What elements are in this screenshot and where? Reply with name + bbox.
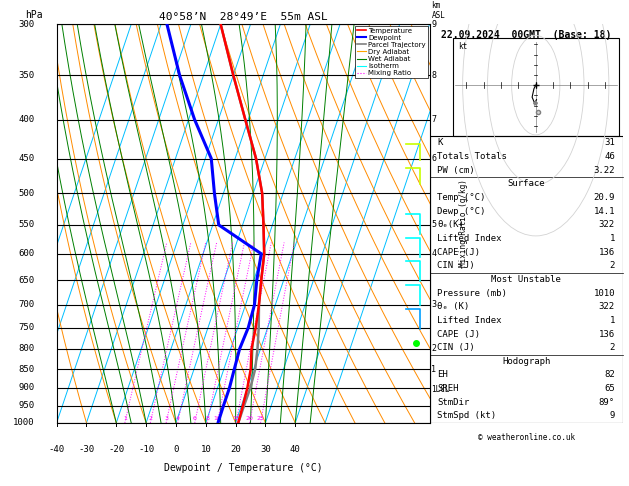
Text: Lifted Index: Lifted Index bbox=[437, 316, 502, 325]
Text: 322: 322 bbox=[599, 302, 615, 311]
Text: SREH: SREH bbox=[437, 384, 459, 393]
Text: Totals Totals: Totals Totals bbox=[437, 152, 507, 161]
Bar bbox=[430, 136, 623, 423]
Text: StmSpd (kt): StmSpd (kt) bbox=[437, 412, 496, 420]
Text: 9: 9 bbox=[431, 20, 437, 29]
Text: 500: 500 bbox=[18, 189, 34, 198]
Text: -20: -20 bbox=[108, 445, 125, 454]
Text: θₑ(K): θₑ(K) bbox=[437, 220, 464, 229]
Text: 3: 3 bbox=[431, 300, 437, 309]
Text: 1010: 1010 bbox=[594, 289, 615, 297]
Text: 1: 1 bbox=[123, 416, 127, 421]
Text: CIN (J): CIN (J) bbox=[437, 261, 475, 270]
Text: 850: 850 bbox=[18, 364, 34, 374]
Text: 40: 40 bbox=[290, 445, 301, 454]
Text: CAPE (J): CAPE (J) bbox=[437, 247, 480, 257]
Text: Most Unstable: Most Unstable bbox=[491, 275, 561, 284]
Text: 30: 30 bbox=[260, 445, 271, 454]
Text: EH: EH bbox=[437, 370, 448, 380]
Text: 10: 10 bbox=[201, 445, 211, 454]
Text: PW (cm): PW (cm) bbox=[437, 166, 475, 174]
Text: hPa: hPa bbox=[25, 10, 43, 20]
Text: 322: 322 bbox=[599, 220, 615, 229]
Text: 1: 1 bbox=[610, 234, 615, 243]
Text: Surface: Surface bbox=[508, 179, 545, 188]
Text: 450: 450 bbox=[18, 154, 34, 163]
Text: 3: 3 bbox=[164, 416, 168, 421]
Text: 31: 31 bbox=[604, 138, 615, 147]
Text: 65: 65 bbox=[604, 384, 615, 393]
Text: 800: 800 bbox=[18, 345, 34, 353]
Text: CIN (J): CIN (J) bbox=[437, 343, 475, 352]
Text: 9: 9 bbox=[610, 412, 615, 420]
Text: Dewpoint / Temperature (°C): Dewpoint / Temperature (°C) bbox=[164, 463, 323, 473]
Text: θₑ (K): θₑ (K) bbox=[437, 302, 469, 311]
Text: 7: 7 bbox=[431, 115, 437, 124]
Text: 2: 2 bbox=[610, 343, 615, 352]
Text: 20: 20 bbox=[246, 416, 253, 421]
Text: Dewp (°C): Dewp (°C) bbox=[437, 207, 486, 215]
Text: 6: 6 bbox=[431, 154, 437, 163]
Text: 46: 46 bbox=[604, 152, 615, 161]
Text: 400: 400 bbox=[18, 115, 34, 124]
Text: 2: 2 bbox=[431, 345, 437, 353]
Text: 5: 5 bbox=[431, 221, 437, 229]
Text: 14.1: 14.1 bbox=[594, 207, 615, 215]
Legend: Temperature, Dewpoint, Parcel Trajectory, Dry Adiabat, Wet Adiabat, Isotherm, Mi: Temperature, Dewpoint, Parcel Trajectory… bbox=[355, 26, 428, 78]
Text: 1: 1 bbox=[431, 364, 437, 374]
Text: 350: 350 bbox=[18, 71, 34, 80]
Text: 1LCL: 1LCL bbox=[431, 385, 450, 394]
Text: 700: 700 bbox=[18, 300, 34, 309]
Text: 1000: 1000 bbox=[13, 418, 34, 427]
Text: 22.09.2024  00GMT  (Base: 18): 22.09.2024 00GMT (Base: 18) bbox=[441, 30, 611, 40]
Text: 650: 650 bbox=[18, 276, 34, 285]
Text: Hodograph: Hodograph bbox=[502, 357, 550, 366]
Text: 1: 1 bbox=[610, 316, 615, 325]
Text: 4: 4 bbox=[431, 249, 437, 258]
Text: Temp (°C): Temp (°C) bbox=[437, 193, 486, 202]
Text: 900: 900 bbox=[18, 383, 34, 393]
Title: 40°58’N  28°49’E  55m ASL: 40°58’N 28°49’E 55m ASL bbox=[159, 12, 328, 22]
Text: 15: 15 bbox=[232, 416, 240, 421]
Text: 600: 600 bbox=[18, 249, 34, 258]
Text: 25: 25 bbox=[257, 416, 265, 421]
Text: 750: 750 bbox=[18, 323, 34, 332]
Text: 136: 136 bbox=[599, 247, 615, 257]
Text: 0: 0 bbox=[173, 445, 179, 454]
Text: 300: 300 bbox=[18, 20, 34, 29]
Text: © weatheronline.co.uk: © weatheronline.co.uk bbox=[477, 433, 575, 442]
Text: -40: -40 bbox=[48, 445, 65, 454]
Text: CAPE (J): CAPE (J) bbox=[437, 330, 480, 339]
Text: 136: 136 bbox=[599, 330, 615, 339]
Text: Lifted Index: Lifted Index bbox=[437, 234, 502, 243]
Text: 950: 950 bbox=[18, 401, 34, 410]
Text: 8: 8 bbox=[431, 71, 437, 80]
Text: -10: -10 bbox=[138, 445, 154, 454]
Text: 89°: 89° bbox=[599, 398, 615, 407]
Text: kt: kt bbox=[459, 42, 468, 51]
Text: 4: 4 bbox=[175, 416, 180, 421]
Text: km
ASL: km ASL bbox=[431, 1, 445, 20]
Text: 2: 2 bbox=[610, 261, 615, 270]
Text: 3.22: 3.22 bbox=[594, 166, 615, 174]
Text: Pressure (mb): Pressure (mb) bbox=[437, 289, 507, 297]
Text: Mixing Ratio (g/kg): Mixing Ratio (g/kg) bbox=[459, 180, 467, 267]
Text: 6: 6 bbox=[193, 416, 197, 421]
Text: 20: 20 bbox=[230, 445, 241, 454]
Text: 550: 550 bbox=[18, 221, 34, 229]
Text: 20.9: 20.9 bbox=[594, 193, 615, 202]
Text: 82: 82 bbox=[604, 370, 615, 380]
Bar bbox=[453, 38, 619, 136]
Text: 8: 8 bbox=[205, 416, 209, 421]
Text: -30: -30 bbox=[79, 445, 94, 454]
Text: StmDir: StmDir bbox=[437, 398, 469, 407]
Text: 10: 10 bbox=[213, 416, 221, 421]
Text: 2: 2 bbox=[148, 416, 152, 421]
Text: K: K bbox=[437, 138, 443, 147]
